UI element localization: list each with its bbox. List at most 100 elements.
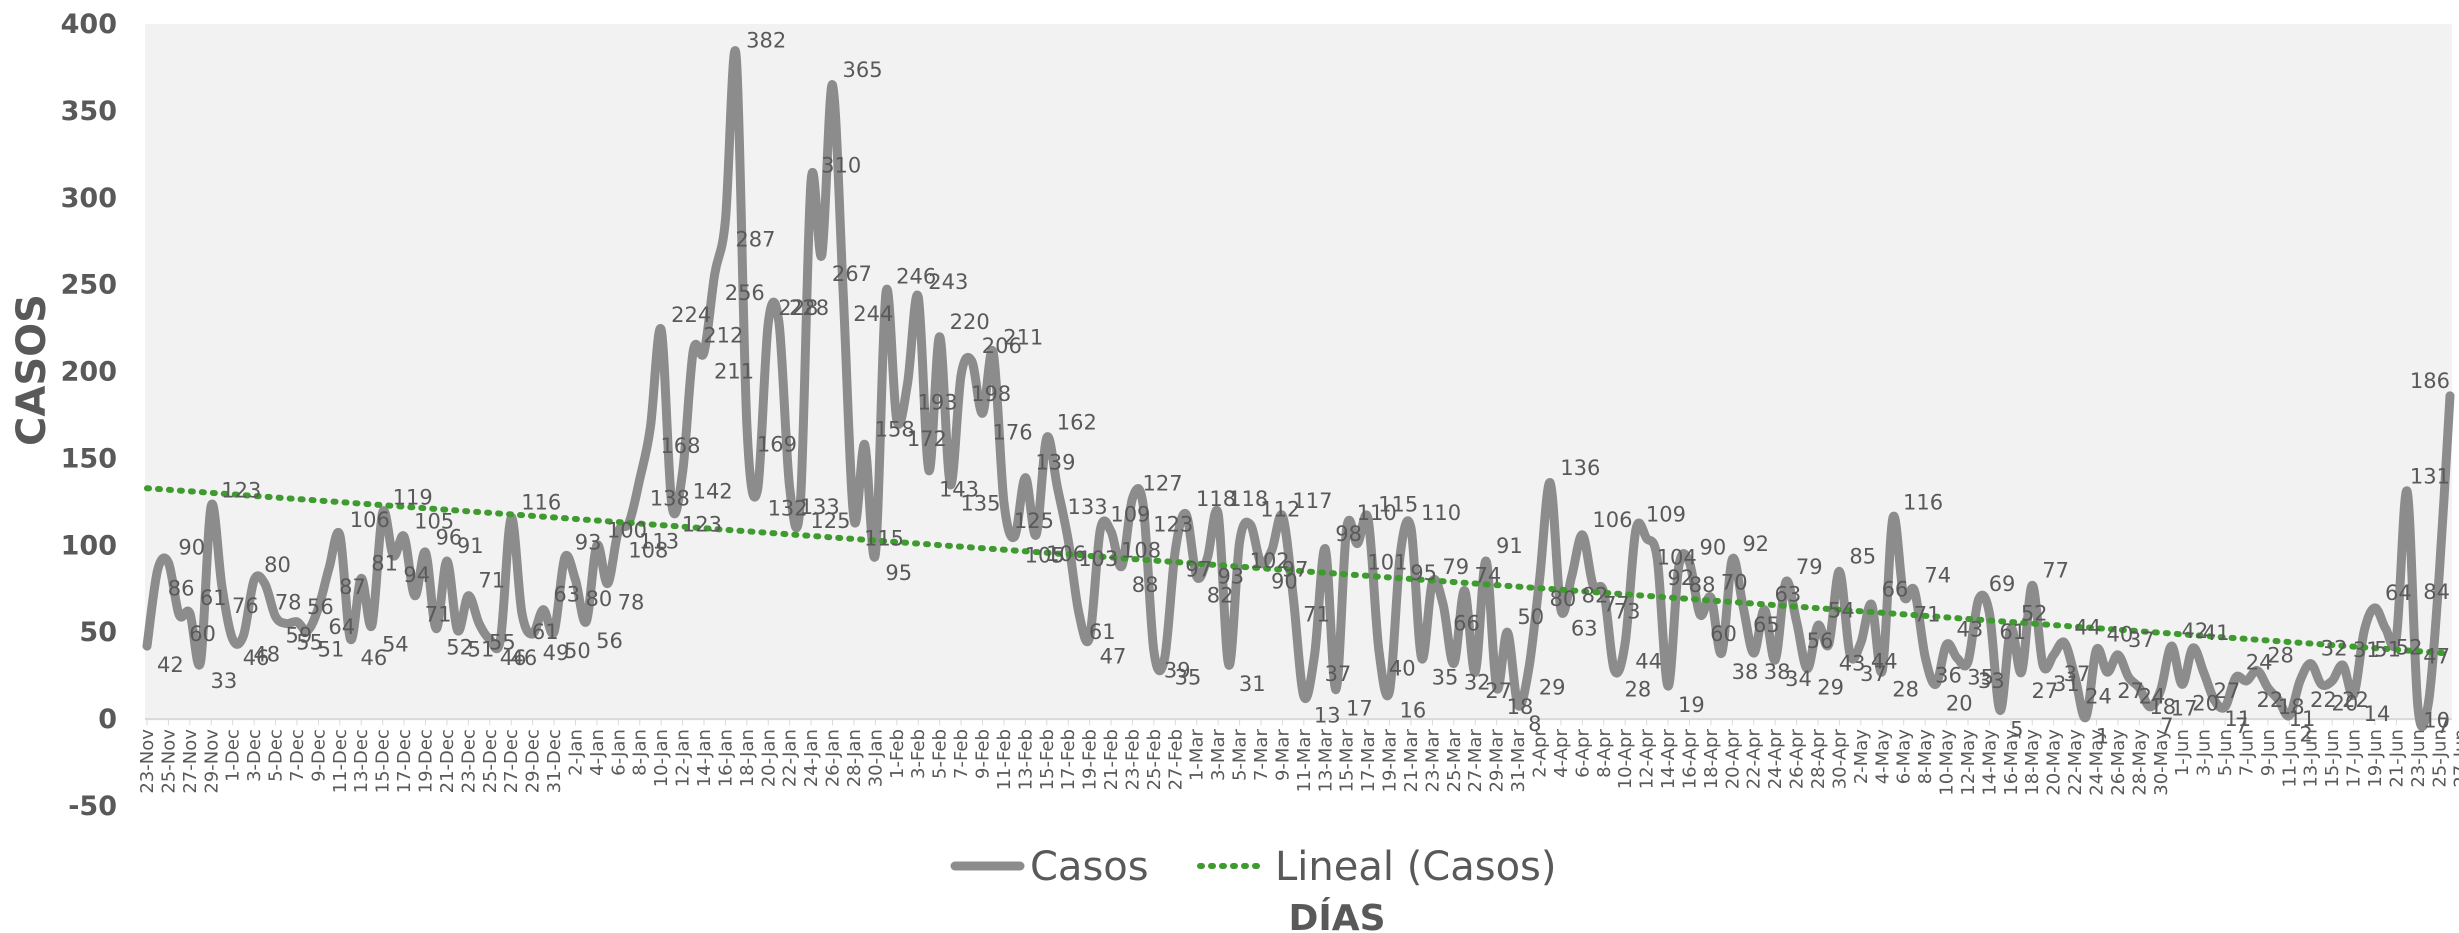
data-label: 27 xyxy=(2032,679,2059,703)
data-label: 106 xyxy=(1592,508,1632,532)
x-tick-label: 29-Dec xyxy=(523,729,544,793)
data-label: 256 xyxy=(725,281,765,305)
data-label: 116 xyxy=(1903,491,1943,515)
data-label: 11 xyxy=(2289,707,2316,731)
data-label: 112 xyxy=(1260,497,1300,521)
x-tick-label: 26-Jan xyxy=(823,729,844,787)
data-label: 87 xyxy=(339,575,366,599)
data-label: 109 xyxy=(1110,503,1150,527)
x-tick-label: 30-Apr xyxy=(1829,729,1850,790)
series-line-casos xyxy=(142,46,2455,732)
data-label: 211 xyxy=(714,359,754,383)
data-label: 1 xyxy=(2096,724,2109,748)
x-tick-label: 1-Feb xyxy=(887,729,908,779)
x-tick-label: 31-Mar xyxy=(1508,729,1529,793)
x-tick-label: 18-Jan xyxy=(737,729,758,787)
x-tick-label: 30-May xyxy=(2151,729,2172,796)
x-tick-label: 11-Dec xyxy=(330,729,351,793)
data-label: 106 xyxy=(1046,542,1086,566)
x-tick-label: 7-Jun xyxy=(2236,729,2257,776)
x-tick-label: 28-Apr xyxy=(1808,729,1829,790)
data-label: 17 xyxy=(2171,697,2198,721)
data-label: 42 xyxy=(2181,619,2208,643)
data-label: 127 xyxy=(1142,471,1182,495)
data-label: 28 xyxy=(2267,643,2294,667)
data-label: 16 xyxy=(1400,698,1427,722)
data-label: 36 xyxy=(1935,664,1962,688)
data-label: 59 xyxy=(286,624,313,648)
data-label: 71 xyxy=(1914,603,1941,627)
data-label: 125 xyxy=(810,509,850,533)
data-label: 37 xyxy=(2128,628,2155,652)
x-tick-label: 27-Feb xyxy=(1165,729,1186,790)
data-label: 52 xyxy=(2396,636,2423,660)
data-label: 90 xyxy=(1699,536,1726,560)
data-label: 28 xyxy=(1892,677,1919,701)
data-label: 365 xyxy=(843,58,883,82)
data-label: 49 xyxy=(543,641,570,665)
data-label: 35 xyxy=(1175,665,1202,689)
x-tick-label: 3-Mar xyxy=(1208,729,1229,782)
data-label: 168 xyxy=(660,434,700,458)
data-label: 43 xyxy=(1839,651,1866,675)
x-tick-label: 1-Dec xyxy=(223,729,244,782)
data-label: 93 xyxy=(575,530,602,554)
data-label: 133 xyxy=(800,495,840,519)
x-tick-label: 5-Jun xyxy=(2215,729,2236,776)
x-tick-label: 8-Jan xyxy=(630,729,651,776)
x-tick-label: 2-May xyxy=(1851,729,1872,785)
data-label: 55 xyxy=(489,631,516,655)
x-tick-label: 17-Jun xyxy=(2344,729,2365,788)
y-tick-label: 150 xyxy=(61,443,117,474)
data-label: 61 xyxy=(200,586,227,610)
data-label: 51 xyxy=(318,637,345,661)
x-tick-label: 13-Feb xyxy=(1015,729,1036,790)
data-label: 14 xyxy=(2364,702,2391,726)
data-label: 310 xyxy=(821,153,861,177)
x-tick-label: 23-Mar xyxy=(1422,729,1443,793)
x-tick-label: 23-Jun xyxy=(2408,729,2429,788)
data-label: 11 xyxy=(2224,707,2251,731)
data-label: 79 xyxy=(1796,555,1823,579)
data-label: 39 xyxy=(1164,658,1191,682)
data-label: 66 xyxy=(1453,611,1480,635)
x-tick-label: 31-Dec xyxy=(544,729,565,793)
x-tick-label: 7-Dec xyxy=(287,729,308,782)
x-tick-label: 13-Mar xyxy=(1315,729,1336,793)
data-label: 29 xyxy=(1539,676,1566,700)
data-label: 106 xyxy=(350,508,390,532)
x-tick-label: 27-Jun xyxy=(2451,729,2459,788)
data-label: 105 xyxy=(1025,544,1065,568)
data-label: 38 xyxy=(1764,660,1791,684)
data-label: 78 xyxy=(275,591,302,615)
x-tick-label: 12-Jan xyxy=(673,729,694,787)
data-label: 19 xyxy=(1678,693,1705,717)
data-label: 104 xyxy=(1657,545,1697,569)
data-label: 158 xyxy=(875,418,915,442)
x-tick-label: 11-Feb xyxy=(994,729,1015,790)
data-label: 133 xyxy=(1067,495,1107,519)
data-label: 74 xyxy=(1924,564,1951,588)
data-label: 71 xyxy=(425,603,452,627)
x-tick-label: 16-Jan xyxy=(715,729,736,787)
x-tick-label: 1-Jun xyxy=(2172,729,2193,776)
x-tick-label: 9-Feb xyxy=(973,729,994,779)
data-label: 228 xyxy=(789,296,829,320)
x-tick-label: 7-Mar xyxy=(1251,729,1272,782)
x-tick-label: 9-Jun xyxy=(2258,729,2279,776)
data-label: 115 xyxy=(864,526,904,550)
x-tick-label: 23-Nov xyxy=(137,729,158,794)
x-tick-label: 19-Jun xyxy=(2365,729,2386,788)
data-label: 96 xyxy=(436,525,463,549)
x-tick-label: 4-Apr xyxy=(1551,729,1572,778)
data-label: 40 xyxy=(2107,623,2134,647)
data-label: 46 xyxy=(243,646,270,670)
data-label: 73 xyxy=(1614,599,1641,623)
x-tick-label: 19-Mar xyxy=(1380,729,1401,793)
data-label: 77 xyxy=(1603,592,1630,616)
data-label: 28 xyxy=(1624,677,1651,701)
data-label: 18 xyxy=(1507,695,1534,719)
y-tick-label: 50 xyxy=(79,617,117,648)
data-label: 24 xyxy=(2085,684,2112,708)
